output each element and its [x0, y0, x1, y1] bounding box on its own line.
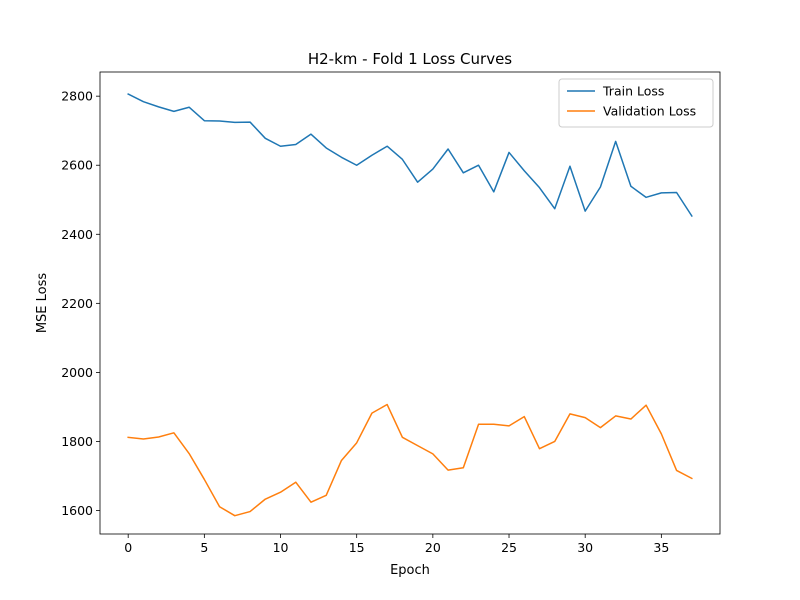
y-tick-label: 2400 [61, 227, 93, 242]
y-axis-label: MSE Loss [35, 273, 50, 334]
x-tick-label: 35 [653, 540, 669, 555]
chart-title: H2-km - Fold 1 Loss Curves [308, 50, 512, 68]
y-tick-label: 2000 [61, 365, 93, 380]
series-line-validation-loss [127, 403, 693, 517]
legend: Train Loss Validation Loss [558, 78, 714, 128]
x-tick-label: 20 [425, 540, 441, 555]
legend-label-validation-loss: Validation Loss [603, 104, 696, 119]
y-tick-label: 2200 [61, 296, 93, 311]
x-tick-label: 0 [124, 540, 132, 555]
series-line-train-loss [127, 93, 693, 218]
y-tick-label: 1600 [61, 503, 93, 518]
y-tick-label: 2600 [61, 158, 93, 173]
y-tick-label: 1800 [61, 434, 93, 449]
x-axis-label: Epoch [390, 563, 430, 578]
x-tick-label: 5 [200, 540, 208, 555]
plot-area: 0 5 10 15 20 25 30 35 1600 1800 2000 2200 2400 2600 28… [61, 71, 721, 555]
y-tick-label: 2800 [61, 89, 93, 104]
legend-label-train-loss: Train Loss [602, 84, 664, 99]
x-tick-label: 30 [577, 540, 593, 555]
x-tick-label: 15 [349, 540, 365, 555]
x-tick-label: 25 [501, 540, 517, 555]
legend-box [558, 78, 714, 128]
x-tick-label: 10 [273, 540, 289, 555]
